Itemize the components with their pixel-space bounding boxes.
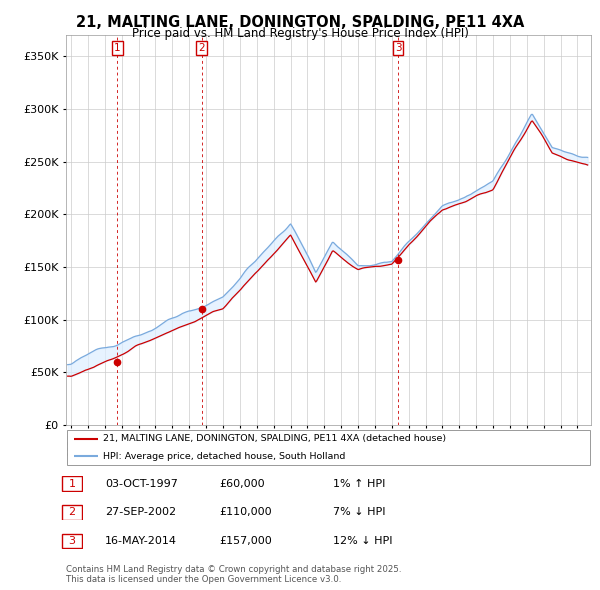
Text: 3: 3 — [68, 536, 76, 546]
Text: 21, MALTING LANE, DONINGTON, SPALDING, PE11 4XA: 21, MALTING LANE, DONINGTON, SPALDING, P… — [76, 15, 524, 30]
Text: £157,000: £157,000 — [219, 536, 272, 546]
FancyBboxPatch shape — [62, 533, 82, 549]
Text: Contains HM Land Registry data © Crown copyright and database right 2025.
This d: Contains HM Land Registry data © Crown c… — [66, 565, 401, 584]
Text: 2: 2 — [68, 507, 76, 517]
Text: £60,000: £60,000 — [219, 479, 265, 489]
Text: 21, MALTING LANE, DONINGTON, SPALDING, PE11 4XA (detached house): 21, MALTING LANE, DONINGTON, SPALDING, P… — [103, 434, 446, 444]
Text: 16-MAY-2014: 16-MAY-2014 — [105, 536, 177, 546]
Text: HPI: Average price, detached house, South Holland: HPI: Average price, detached house, Sout… — [103, 451, 345, 461]
Text: Price paid vs. HM Land Registry's House Price Index (HPI): Price paid vs. HM Land Registry's House … — [131, 27, 469, 40]
Text: 1% ↑ HPI: 1% ↑ HPI — [333, 479, 385, 489]
Text: 03-OCT-1997: 03-OCT-1997 — [105, 479, 178, 489]
FancyBboxPatch shape — [62, 504, 82, 520]
Text: 3: 3 — [395, 43, 401, 53]
Text: 7% ↓ HPI: 7% ↓ HPI — [333, 507, 386, 517]
FancyBboxPatch shape — [67, 431, 590, 464]
Text: £110,000: £110,000 — [219, 507, 272, 517]
Text: 1: 1 — [114, 43, 121, 53]
Text: 27-SEP-2002: 27-SEP-2002 — [105, 507, 176, 517]
Text: 1: 1 — [68, 479, 76, 489]
Text: 12% ↓ HPI: 12% ↓ HPI — [333, 536, 392, 546]
FancyBboxPatch shape — [62, 476, 82, 491]
Text: 2: 2 — [198, 43, 205, 53]
